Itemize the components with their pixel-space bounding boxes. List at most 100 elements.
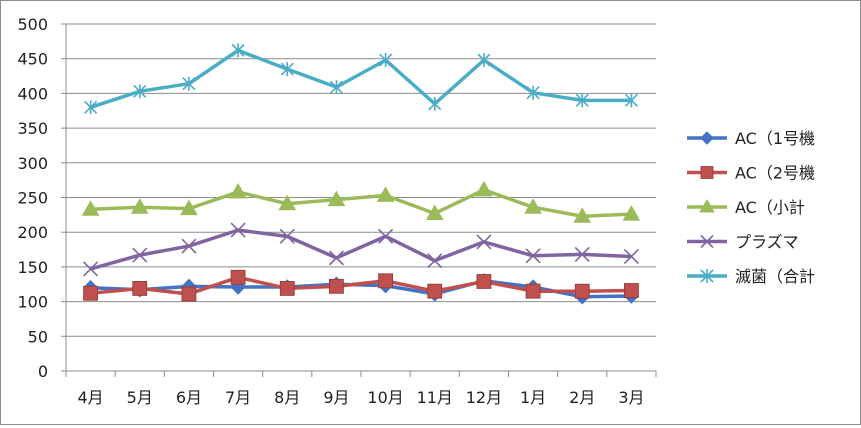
data-point — [81, 200, 100, 216]
marker-stroke — [132, 247, 148, 263]
data-point — [700, 269, 714, 283]
data-point — [476, 234, 492, 250]
data-point — [427, 283, 443, 299]
y-tick-label: 300 — [17, 154, 48, 173]
x-tick-label: 2月 — [569, 388, 595, 407]
y-tick-label: 0 — [38, 362, 48, 381]
data-point — [133, 84, 147, 99]
data-point — [475, 180, 493, 197]
data-point — [230, 269, 246, 285]
marker-stroke — [328, 250, 344, 266]
marker-stroke — [476, 234, 492, 250]
data-point — [230, 222, 246, 238]
data-point — [180, 199, 198, 216]
series-group — [84, 43, 638, 115]
series-line — [90, 275, 632, 296]
legend-item: プラズマ — [687, 233, 799, 252]
x-tick-label: 1月 — [520, 388, 546, 407]
data-point — [279, 228, 295, 244]
x-tick-label: 6月 — [176, 388, 202, 407]
series-group — [83, 269, 639, 302]
marker-stroke — [230, 222, 246, 238]
legend-label: 滅菌（合計 — [735, 267, 815, 286]
data-point — [526, 85, 540, 100]
data-point — [181, 238, 197, 254]
data-point — [279, 281, 295, 296]
data-point — [329, 278, 344, 294]
marker-stroke — [181, 238, 197, 254]
data-point — [573, 207, 592, 223]
series-group — [82, 273, 640, 305]
series-line — [90, 48, 632, 109]
data-point — [476, 274, 492, 289]
legend-label: AC（2号機 — [735, 164, 815, 183]
data-point — [575, 93, 589, 108]
y-tick-label: 200 — [17, 223, 48, 242]
series-line — [90, 188, 632, 218]
data-point — [574, 283, 590, 299]
y-tick-labels: 0 50 100 150 200 250 300 350 400 450 500 — [17, 15, 48, 381]
series-group — [81, 180, 641, 223]
data-point — [182, 76, 196, 91]
data-point — [425, 204, 444, 220]
y-tick-label: 350 — [17, 119, 48, 138]
data-point — [624, 93, 638, 108]
x-tick-label: 8月 — [274, 388, 300, 407]
legend-item: 滅菌（合計 — [687, 267, 815, 286]
marker-stroke — [700, 234, 714, 249]
data-point — [428, 96, 442, 111]
data-point — [132, 247, 148, 263]
marker-stroke — [378, 228, 394, 244]
data-point — [700, 234, 714, 249]
y-tick-label: 50 — [28, 327, 48, 346]
data-point — [84, 100, 98, 115]
data-point — [623, 248, 639, 265]
marker-stroke — [427, 253, 443, 269]
data-point — [700, 166, 714, 179]
y-tick-label: 150 — [17, 258, 48, 277]
marker-stroke — [574, 246, 590, 262]
x-tick-label: 5月 — [127, 388, 153, 407]
data-point — [477, 53, 491, 68]
data-point — [130, 198, 149, 214]
x-tick-label: 4月 — [77, 388, 103, 407]
legend-item: AC（2号機 — [687, 164, 815, 183]
data-point — [525, 248, 541, 264]
data-point — [83, 285, 98, 301]
data-point — [700, 131, 714, 145]
data-point — [574, 246, 590, 262]
y-tick-label: 450 — [17, 50, 48, 69]
data-point — [280, 62, 294, 77]
data-point — [181, 286, 197, 302]
x-tick-label: 11月 — [417, 388, 453, 407]
series-group — [83, 222, 639, 277]
data-point — [329, 80, 343, 95]
data-point — [328, 250, 344, 266]
series-line — [90, 228, 632, 271]
y-tick-label: 100 — [17, 293, 48, 312]
data-point — [524, 198, 542, 214]
marker-stroke — [279, 228, 295, 244]
data-point — [376, 186, 395, 202]
data-point — [132, 281, 148, 296]
y-tick-label: 500 — [17, 15, 48, 34]
data-point — [379, 53, 393, 68]
x-tick-label: 9月 — [323, 388, 349, 407]
legend-label: AC（1号機 — [735, 129, 815, 148]
data-point — [624, 283, 639, 298]
data-point — [525, 283, 541, 299]
x-tick-label: 7月 — [225, 388, 251, 407]
data-point — [229, 182, 247, 199]
legend-item: AC（1号機 — [687, 129, 815, 148]
legend-label: プラズマ — [735, 233, 799, 252]
x-tick-label: 3月 — [618, 388, 644, 407]
marker-stroke — [83, 261, 99, 277]
data-point — [378, 228, 394, 244]
x-tick-label: 10月 — [367, 388, 403, 407]
data-point — [327, 190, 346, 207]
data-point — [622, 205, 641, 221]
data-point — [83, 261, 99, 277]
